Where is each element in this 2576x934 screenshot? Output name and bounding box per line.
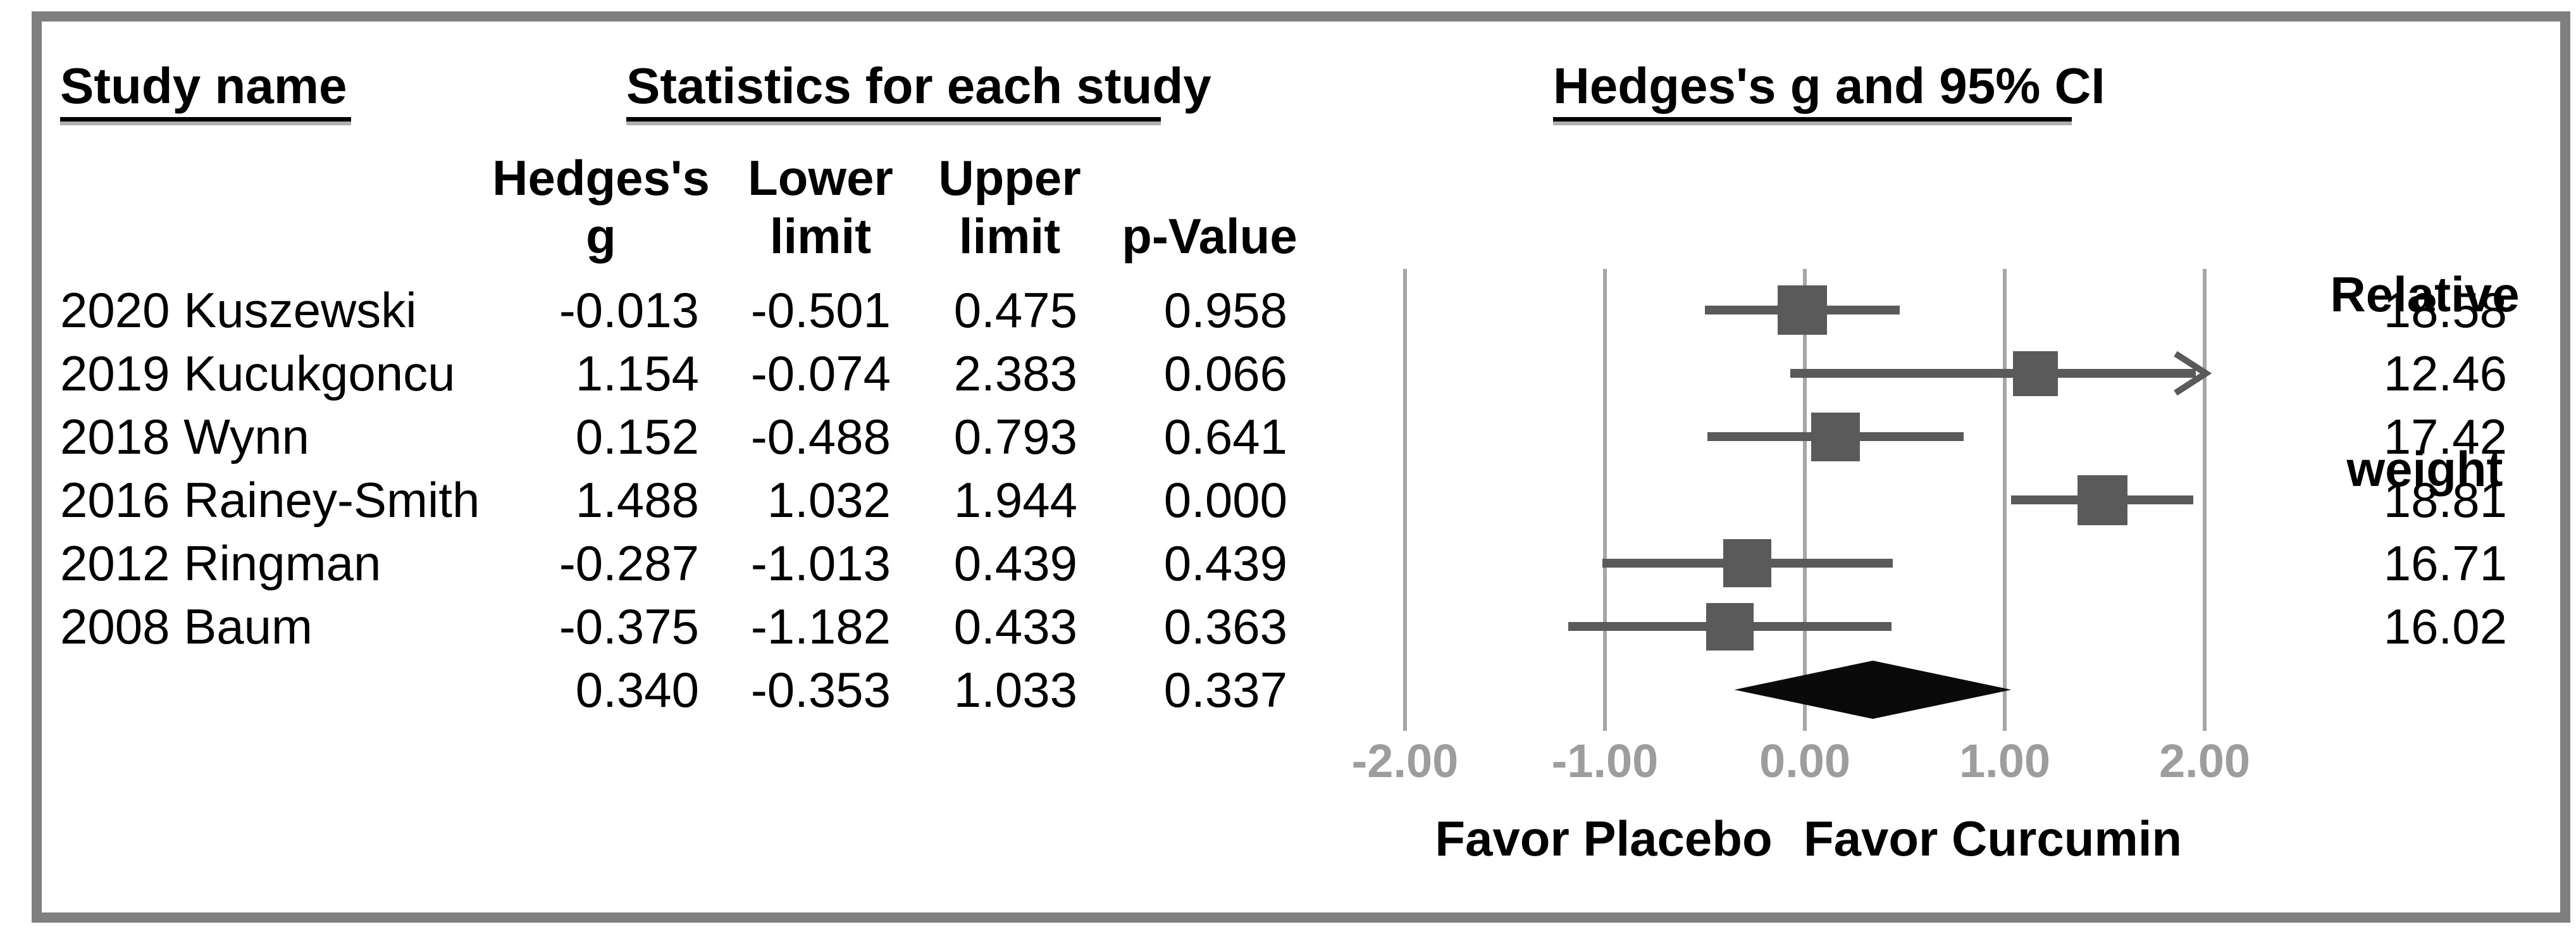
axis-tick-label: 0.00 <box>1759 735 1851 787</box>
hedges-g-value: 0.152 <box>575 409 699 464</box>
ci-line <box>1790 369 2196 378</box>
lower-limit-value: -0.501 <box>750 282 891 338</box>
stat-column-header: Upper limit <box>877 149 1142 265</box>
relative-weight-header-line2: weight <box>2346 441 2503 497</box>
axis-tick-label: 1.00 <box>1959 735 2051 787</box>
study-name: 2008 Baum <box>60 599 313 654</box>
figure-frame <box>32 11 2570 923</box>
relative-weight-value: 17.42 <box>2383 409 2507 464</box>
relative-weight-header-line1: Relative <box>2330 266 2520 322</box>
lower-limit-value: -1.013 <box>750 535 891 591</box>
relative-weight-header: Relative weight <box>2298 149 2551 556</box>
stat-column-header-line2: g <box>586 208 616 264</box>
upper-limit-value: 0.475 <box>953 282 1077 338</box>
plot-title: Hedges's g and 95% CI <box>1553 60 2105 121</box>
p-value: 0.641 <box>1163 409 1287 464</box>
summary-lower-limit: -0.353 <box>750 662 891 718</box>
hedges-g-value: -0.287 <box>559 535 699 591</box>
study-name: 2016 Rainey-Smith <box>60 472 480 528</box>
upper-limit-value: 0.433 <box>953 599 1077 654</box>
effect-square <box>2013 351 2059 396</box>
study-name: 2018 Wynn <box>60 409 309 464</box>
axis-tick-label: 2.00 <box>2158 735 2251 787</box>
lower-limit-value: 1.032 <box>767 472 891 528</box>
axis-tick-label: -2.00 <box>1351 735 1459 787</box>
gridline <box>1403 269 1407 731</box>
lower-limit-value: -1.182 <box>750 599 891 654</box>
upper-limit-value: 0.439 <box>953 535 1077 591</box>
lower-limit-value: -0.488 <box>750 409 891 464</box>
upper-limit-value: 1.944 <box>953 472 1077 528</box>
lower-limit-value: -0.074 <box>750 346 891 401</box>
study-name-header: Study name <box>60 60 351 121</box>
p-value: 0.958 <box>1163 282 1287 338</box>
stat-column-header-line1: Hedges's <box>492 150 710 206</box>
gridline <box>2203 269 2207 731</box>
stat-column-header: p-Value <box>1077 149 1342 265</box>
study-name: 2020 Kuszewski <box>60 282 417 338</box>
stat-column-header: Hedges's g <box>468 149 734 265</box>
summary-hedges-g: 0.340 <box>575 662 699 718</box>
gridline <box>1803 269 1807 731</box>
hedges-g-value: 1.154 <box>575 346 699 401</box>
hedges-g-value: -0.375 <box>559 599 699 654</box>
p-value: 0.363 <box>1163 599 1287 654</box>
effect-square <box>1723 539 1772 587</box>
favor-placebo-label: Favor Placebo <box>1435 811 1773 866</box>
relative-weight-value: 12.46 <box>2383 346 2507 401</box>
upper-limit-value: 2.383 <box>953 346 1077 401</box>
favor-curcumin-label: Favor Curcumin <box>1803 811 2183 866</box>
axis-tick-label: -1.00 <box>1551 735 1659 787</box>
hedges-g-value: 1.488 <box>575 472 699 528</box>
summary-p-value: 0.337 <box>1163 662 1287 718</box>
stat-column-header: Lower limit <box>688 149 953 265</box>
study-name: 2019 Kucukgoncu <box>60 346 455 401</box>
upper-limit-value: 0.793 <box>953 409 1077 464</box>
effect-square <box>1811 412 1860 461</box>
stat-column-header-line2: limit <box>769 208 872 264</box>
stat-column-header-line2: p-Value <box>1122 208 1297 264</box>
relative-weight-value: 18.81 <box>2383 472 2507 528</box>
stats-section-header: Statistics for each study <box>626 60 1211 121</box>
relative-weight-value: 16.71 <box>2383 535 2507 591</box>
p-value: 0.000 <box>1163 472 1287 528</box>
p-value: 0.066 <box>1163 346 1287 401</box>
relative-weight-value: 16.02 <box>2383 599 2507 654</box>
summary-upper-limit: 1.033 <box>953 662 1077 718</box>
hedges-g-value: -0.013 <box>559 282 699 338</box>
stat-column-header-line1: Upper <box>938 150 1081 206</box>
stat-column-header-line1: Lower <box>748 150 893 206</box>
study-name: 2012 Ringman <box>60 535 381 591</box>
relative-weight-value: 18.58 <box>2383 282 2507 338</box>
effect-square <box>1706 602 1754 651</box>
stat-column-header-line2: limit <box>958 208 1061 264</box>
effect-square <box>2077 475 2127 525</box>
gridline <box>2003 269 2007 731</box>
stat-column-header-line1 <box>1077 149 1342 207</box>
gridline <box>1603 269 1607 731</box>
p-value: 0.439 <box>1163 535 1287 591</box>
effect-square <box>1777 285 1827 335</box>
